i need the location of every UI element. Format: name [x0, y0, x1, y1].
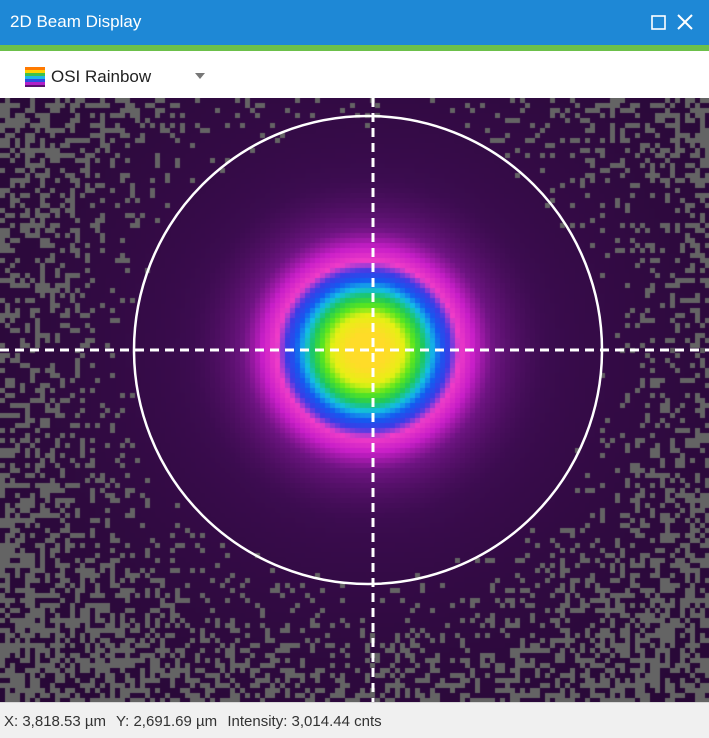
title-bar[interactable]: 2D Beam Display: [0, 0, 709, 45]
maximize-button[interactable]: [647, 10, 671, 34]
beam-intensity-image: [0, 98, 709, 702]
close-icon: [677, 14, 693, 30]
cursor-y-readout: Y: 2,691.69 µm: [115, 713, 218, 730]
title-accent-strip: [0, 45, 709, 51]
colormap-select[interactable]: OSI Rainbow: [25, 64, 225, 88]
window-title: 2D Beam Display: [10, 12, 142, 31]
close-button[interactable]: [673, 10, 697, 34]
chevron-down-icon: [195, 73, 205, 79]
cursor-readout: X: 3,818.53 µm Y: 2,691.69 µm Intensity:…: [4, 713, 388, 731]
toolbar: OSI Rainbow: [0, 51, 709, 98]
maximize-icon: [651, 15, 666, 30]
cursor-x-readout: X: 3,818.53 µm: [4, 713, 107, 730]
rainbow-swatch-icon: [25, 67, 45, 87]
beam-overlay: [0, 98, 709, 702]
colormap-selected-label: OSI Rainbow: [51, 67, 152, 86]
beam-image-view[interactable]: [0, 98, 709, 702]
intensity-readout: Intensity: 3,014.44 cnts: [227, 713, 382, 730]
status-bar: X: 3,818.53 µm Y: 2,691.69 µm Intensity:…: [0, 702, 709, 738]
